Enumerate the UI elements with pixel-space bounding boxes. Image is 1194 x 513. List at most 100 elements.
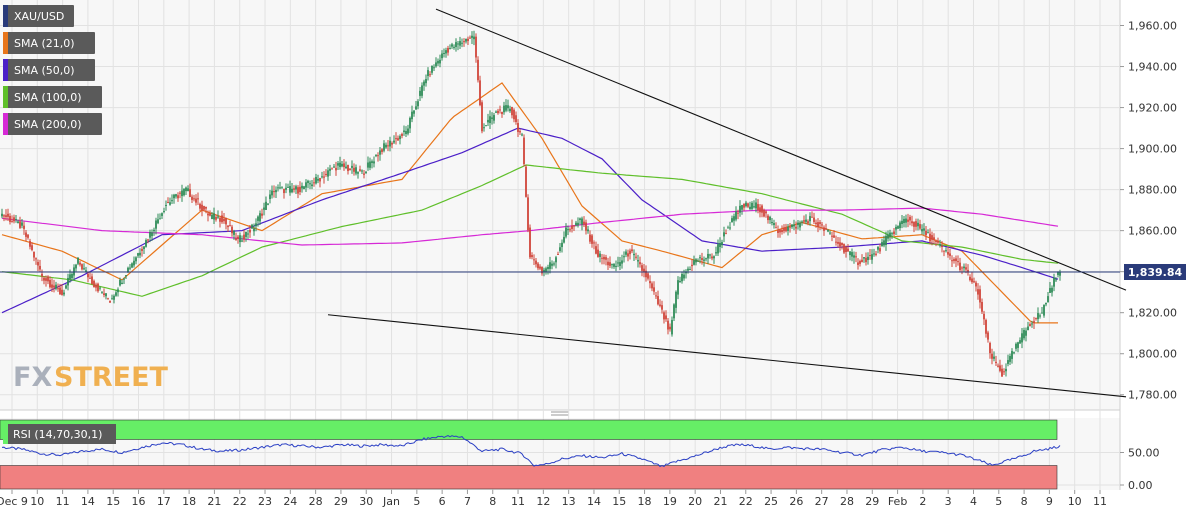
legend-item-bg[interactable] (3, 59, 95, 81)
candle-body (103, 293, 105, 296)
candle-body (743, 203, 745, 208)
candle-body (33, 251, 35, 258)
y-tick-label: 1,820.00 (1128, 307, 1177, 320)
candle-body (1043, 304, 1045, 316)
candle-body (121, 282, 123, 285)
candle-body (1023, 330, 1025, 339)
candle-body (195, 198, 197, 203)
candle-body (279, 187, 281, 189)
candle-body (413, 110, 415, 114)
candle-body (1001, 368, 1003, 377)
candle-body (329, 168, 331, 171)
candle-body (269, 194, 271, 200)
legend-item-bg[interactable] (3, 113, 102, 135)
candle-body (399, 136, 401, 140)
candle-body (731, 218, 733, 223)
candle-body (353, 167, 355, 172)
candle-body (23, 225, 25, 229)
candle-body (857, 262, 859, 265)
candle-body (869, 255, 871, 257)
candle-body (815, 222, 817, 225)
candle-body (513, 109, 515, 120)
candle-body (425, 79, 427, 84)
x-tick-label: 19 (663, 495, 677, 508)
candle-body (53, 285, 55, 288)
x-tick-label: 20 (688, 495, 702, 508)
candle-body (439, 59, 441, 64)
candle-body (415, 106, 417, 110)
candle-body (641, 265, 643, 271)
legend-item-bg[interactable] (3, 5, 74, 27)
candle-body (167, 202, 169, 204)
candle-body (377, 155, 379, 157)
candle-body (475, 36, 477, 58)
x-tick-label: 21 (207, 495, 221, 508)
candle-body (671, 319, 673, 335)
candle-body (531, 255, 533, 258)
candle-body (645, 270, 647, 278)
candle-body (223, 218, 225, 222)
candle-body (3, 215, 5, 217)
candle-body (517, 123, 519, 132)
candle-body (1003, 371, 1005, 373)
candle-body (259, 213, 261, 222)
candle-body (613, 263, 615, 267)
y-tick-label: 1,780.00 (1128, 389, 1177, 402)
candle-body (809, 216, 811, 222)
candle-body (701, 258, 703, 260)
candle-body (285, 187, 287, 190)
candle-body (521, 134, 523, 136)
candle-body (653, 287, 655, 292)
candle-body (465, 39, 467, 42)
candle-body (759, 207, 761, 213)
candle-body (389, 140, 391, 147)
candle-body (193, 198, 195, 200)
candle-body (183, 188, 185, 196)
candle-body (953, 259, 955, 261)
rsi-legend-bg[interactable] (3, 424, 116, 444)
candle-body (757, 204, 759, 210)
candle-body (495, 111, 497, 113)
candle-body (903, 218, 905, 224)
candle-body (907, 219, 909, 222)
candle-body (651, 283, 653, 289)
candle-body (47, 276, 49, 282)
candle-body (693, 260, 695, 265)
candle-body (319, 177, 321, 182)
candle-body (241, 240, 243, 242)
candle-body (571, 225, 573, 229)
candle-body (343, 163, 345, 168)
candle-body (107, 298, 109, 300)
candle-body (633, 253, 635, 256)
rsi-legend-swatch (3, 424, 8, 444)
candle-body (177, 195, 179, 199)
candle-body (105, 293, 107, 297)
x-tick-label: 29 (865, 495, 879, 508)
candle-body (127, 267, 129, 273)
candle-body (401, 133, 403, 136)
candle-body (75, 264, 77, 269)
candle-body (437, 60, 439, 64)
candle-body (25, 232, 27, 237)
candle-body (627, 253, 629, 257)
sma100-line (1, 164, 1059, 297)
x-tick-label: 21 (713, 495, 727, 508)
candle-body (93, 280, 95, 288)
candle-body (315, 177, 317, 184)
candle-body (387, 145, 389, 147)
legend-item-bg[interactable] (3, 32, 95, 54)
panel-resize-handle[interactable] (551, 411, 569, 416)
legend-item-bg[interactable] (3, 86, 102, 108)
x-tick-label: 10 (30, 495, 44, 508)
candle-body (827, 229, 829, 232)
candle-body (397, 138, 399, 141)
candle-body (477, 59, 479, 81)
x-tick-label: 15 (106, 495, 120, 508)
candle-body (795, 226, 797, 229)
candle-body (287, 186, 289, 188)
candle-body (631, 249, 633, 252)
legend-item-label: XAU/USD (14, 10, 64, 23)
candle-body (885, 235, 887, 246)
candle-body (179, 192, 181, 194)
candle-body (603, 256, 605, 260)
